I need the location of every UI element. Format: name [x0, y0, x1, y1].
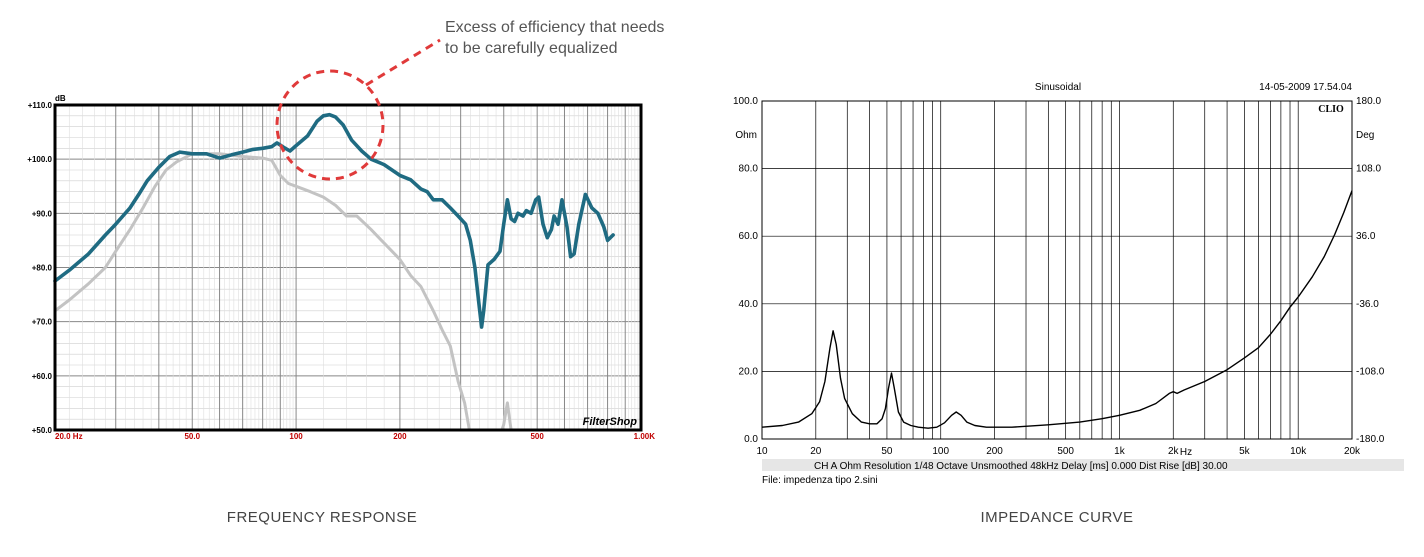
- ic-series: [761, 190, 1353, 429]
- ic-x-tick-label: 200: [986, 446, 1003, 457]
- annotation: Excess of efficiency that needs to be ca…: [275, 19, 664, 181]
- fr-y-tick-label: +60.0: [32, 372, 53, 381]
- ic-y-tick-label: 60.0: [739, 231, 759, 242]
- ic-x-tick-label: 10: [756, 446, 768, 457]
- ic-status-bar: [762, 459, 1404, 471]
- fr-x-tick-label: 100: [289, 432, 303, 441]
- ic-y2-tick-label: 108.0: [1356, 164, 1381, 175]
- ic-grid: [762, 101, 1352, 439]
- ic-y2-tick-label: 180.0: [1356, 96, 1381, 107]
- fr-plot-border: [53, 103, 643, 432]
- fr-y-tick-label: +50.0: [32, 426, 53, 435]
- ic-y2-ticks: 180.0 108.0 36.0 -36.0 -108.0 -180.0: [1356, 96, 1385, 445]
- fr-y-tick-label: +100.0: [27, 155, 52, 164]
- ic-y2-tick-label: -108.0: [1356, 366, 1385, 377]
- ic-y-tick-label: 0.0: [744, 434, 758, 445]
- ic-y-tick-label: 100.0: [733, 96, 758, 107]
- ic-y2-tick-label: 36.0: [1356, 231, 1376, 242]
- ic-x-tick-label: 100: [932, 446, 949, 457]
- ic-impedance-line: [761, 190, 1353, 429]
- impedance-curve-chart: Sinusoidal 14-05-2009 17.54.04 CLIO 100.…: [733, 82, 1404, 486]
- ic-plot-area: [761, 100, 1353, 440]
- fr-y-ticks: +110.0 +100.0 +90.0 +80.0 +70.0 +60.0 +50.0: [27, 101, 52, 435]
- fr-y-tick-label: +80.0: [32, 264, 53, 273]
- fr-series-main-line: [53, 112, 615, 329]
- ic-status-line: CH A Ohm Resolution 1/48 Octave Unsmooth…: [814, 461, 1228, 472]
- annotation-connector: [365, 38, 441, 87]
- ic-x-tick-label: 20: [810, 446, 822, 457]
- ic-plot-border: [761, 100, 1353, 440]
- ic-brand-box: [1312, 102, 1351, 115]
- ic-title: Sinusoidal: [1035, 82, 1081, 93]
- fr-y-tick-label: +90.0: [32, 209, 53, 218]
- ic-x-tick-label: 50: [881, 446, 893, 457]
- ic-y2-tick-label: -180.0: [1356, 434, 1385, 445]
- fr-series-secondary-line: [53, 152, 643, 432]
- ic-x-ticks: 10 20 50 100 200 500 1k 2k 5k 10k 20k: [756, 446, 1361, 457]
- fr-y-unit-label: dB: [55, 94, 66, 103]
- ic-file-line: File: impedenza tipo 2.sini: [762, 475, 878, 486]
- fr-series: [53, 112, 643, 432]
- ic-date: 14-05-2009 17.54.04: [1259, 82, 1352, 93]
- fr-x-tick-label: 1.00K: [634, 432, 656, 441]
- ic-x-tick-label: 500: [1057, 446, 1074, 457]
- ic-x-tick-label: 20k: [1344, 446, 1361, 457]
- fr-x-ticks: 20.0 Hz 50.0 100 200 500 1.00K: [55, 432, 655, 441]
- fr-x-tick-label: 20.0 Hz: [55, 432, 83, 441]
- fr-y-tick-label: +70.0: [32, 318, 53, 327]
- ic-y2-tick-label: -36.0: [1356, 299, 1379, 310]
- ic-x-tick-label: 10k: [1290, 446, 1307, 457]
- fr-y-tick-label: +110.0: [28, 101, 53, 110]
- ic-y-unit-label: Ohm: [735, 130, 757, 141]
- fr-x-tick-label: 500: [530, 432, 544, 441]
- ic-y-tick-label: 80.0: [739, 164, 759, 175]
- frequency-response-chart: +110.0 +100.0 +90.0 +80.0 +70.0 +60.0 +50.0 20…: [27, 94, 655, 441]
- fr-x-tick-label: 50.0: [184, 432, 200, 441]
- ic-x-tick-label: 1k: [1114, 446, 1126, 457]
- ic-y-tick-label: 20.0: [739, 366, 759, 377]
- caption-frequency-response: FREQUENCY RESPONSE: [227, 509, 417, 526]
- annotation-text-line1: Excess of efficiency that needs: [445, 19, 664, 36]
- caption-impedance-curve: IMPEDANCE CURVE: [980, 509, 1133, 526]
- ic-y-tick-label: 40.0: [739, 299, 759, 310]
- ic-x-tick-label: 5k: [1239, 446, 1251, 457]
- ic-x-unit-label: Hz: [1180, 447, 1192, 458]
- annotation-circle: [275, 69, 385, 181]
- annotation-text-line2: to be carefully equalized: [445, 40, 618, 57]
- ic-y2-unit-label: Deg: [1356, 130, 1374, 141]
- ic-brand: CLIO: [1318, 104, 1344, 115]
- ic-y-ticks: 100.0 80.0 60.0 40.0 20.0 0.0: [733, 96, 758, 445]
- fr-brand-watermark: FilterShop: [583, 416, 638, 428]
- ic-x-tick-label: 2k: [1168, 446, 1180, 457]
- fr-x-tick-label: 200: [393, 432, 407, 441]
